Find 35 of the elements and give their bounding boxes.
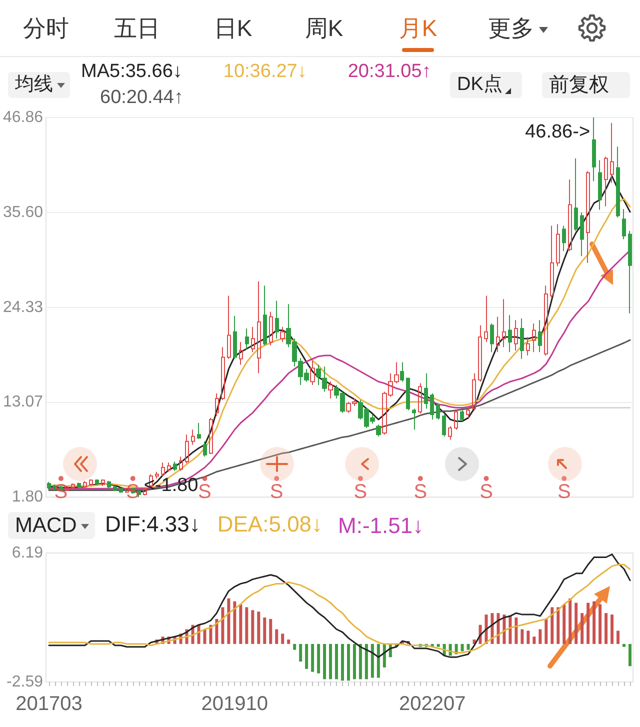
text: 分时 bbox=[23, 14, 69, 43]
text: DIF:4.33↓ bbox=[105, 512, 200, 536]
data-label: S bbox=[480, 480, 493, 503]
dropdown-button: 均线 bbox=[8, 72, 70, 98]
data-label: S bbox=[126, 480, 140, 503]
text: 日K bbox=[214, 14, 252, 43]
data-label: S bbox=[557, 480, 571, 503]
text: MA5:35.66↓ bbox=[81, 61, 182, 82]
y-tick-label: 6.19 bbox=[12, 544, 44, 562]
text: 更多 bbox=[488, 14, 534, 43]
text: 五日 bbox=[114, 14, 160, 43]
text: 60:20.44↑ bbox=[100, 87, 184, 108]
button: DK点 bbox=[450, 72, 522, 98]
x-tick-label: 201910 bbox=[201, 693, 268, 715]
data-label: S bbox=[270, 480, 284, 503]
y-tick-label: 46.86 bbox=[2, 109, 44, 126]
annotation: 46.86-> bbox=[525, 122, 590, 142]
x-tick-label: 201703 bbox=[16, 693, 82, 715]
data-label: S bbox=[354, 480, 368, 503]
text: 10:36.27↓ bbox=[223, 61, 307, 82]
x-tick-label: 202207 bbox=[398, 693, 466, 715]
text: DEA:5.08↓ bbox=[217, 512, 323, 536]
button: 前复权 bbox=[542, 72, 630, 98]
data-label: S bbox=[414, 480, 428, 503]
text: M:-1.51↓ bbox=[338, 512, 424, 539]
y-tick-label: 24.33 bbox=[2, 298, 44, 316]
y-tick-label: 13.07 bbox=[2, 394, 44, 411]
text: 20:31.05↑ bbox=[348, 61, 432, 82]
data-label: S bbox=[198, 480, 212, 503]
y-tick-label: 1.80 bbox=[12, 488, 44, 506]
y-tick-label: 35.60 bbox=[2, 204, 44, 221]
text: 月K bbox=[398, 14, 438, 43]
text: 周K bbox=[304, 14, 344, 43]
dropdown-button: MACD bbox=[8, 512, 95, 539]
y-tick-label: -2.59 bbox=[6, 674, 44, 690]
